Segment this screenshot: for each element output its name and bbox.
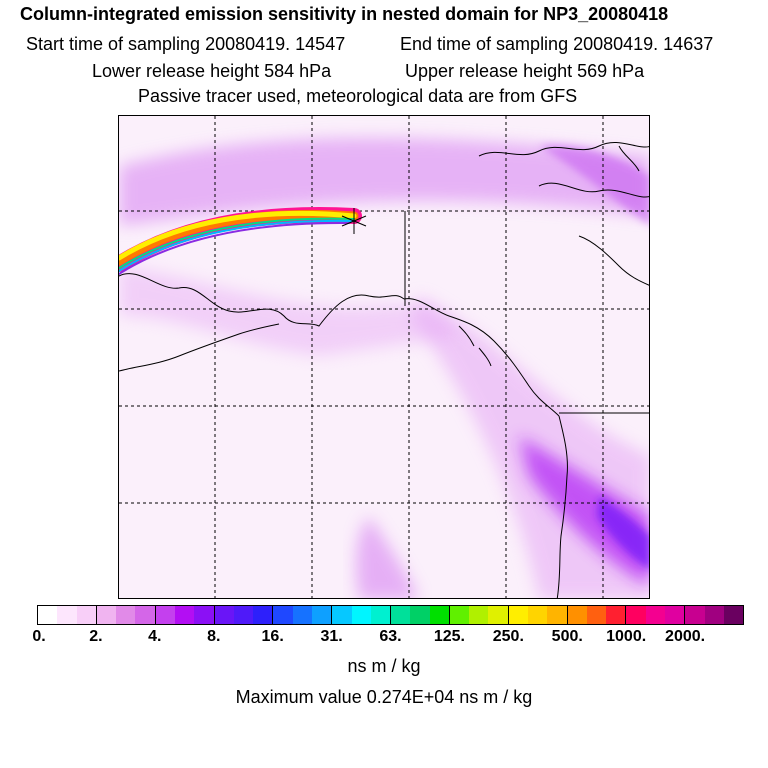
colorbar-segment — [429, 606, 449, 624]
colorbar-segment — [331, 606, 352, 624]
lower-release-label: Lower release height 584 hPa — [92, 61, 332, 81]
colorbar-segment — [213, 606, 234, 624]
tracer-info-label: Passive tracer used, meteorological data… — [138, 86, 578, 106]
colorbar-segment — [76, 606, 96, 624]
colorbar-units: ns m / kg — [347, 656, 421, 676]
lat-lon-grid — [119, 116, 649, 598]
colorbar — [37, 605, 744, 625]
colorbar-segment — [95, 606, 117, 624]
colorbar-tick-label: 1000. — [606, 628, 647, 645]
colorbar-segment — [233, 606, 254, 624]
colorbar-segment — [684, 606, 705, 624]
colorbar-segment — [410, 606, 430, 624]
colorbar-segment — [507, 606, 529, 624]
colorbar-segment — [547, 606, 567, 624]
colorbar-segment — [38, 606, 58, 624]
colorbar-tick-label: 0. — [32, 628, 46, 645]
colorbar-segment — [311, 606, 332, 624]
upper-release-label: Upper release height 569 hPa — [405, 61, 645, 81]
colorbar-segment — [448, 606, 470, 624]
colorbar-tick-label: 31. — [320, 628, 343, 645]
colorbar-segment — [253, 606, 273, 624]
colorbar-tick-label: 16. — [261, 628, 284, 645]
colorbar-segment — [723, 606, 744, 624]
colorbar-segment — [665, 606, 685, 624]
colorbar-segment — [194, 606, 214, 624]
colorbar-segment — [351, 606, 371, 624]
trajectory-band — [119, 207, 362, 275]
colorbar-tick-label: 2. — [89, 628, 103, 645]
colorbar-segment — [488, 606, 508, 624]
release-point-marker — [341, 208, 367, 234]
colorbar-segment — [566, 606, 587, 624]
colorbar-tick-label: 125. — [433, 628, 465, 645]
sensitivity-shading — [119, 137, 649, 598]
colorbar-tick-label: 250. — [492, 628, 524, 645]
colorbar-segment — [586, 606, 607, 624]
coastlines — [119, 141, 649, 598]
colorbar-segment — [390, 606, 411, 624]
colorbar-segment — [174, 606, 195, 624]
colorbar-segment — [292, 606, 312, 624]
map-canvas — [119, 116, 649, 598]
colorbar-segment — [272, 606, 293, 624]
colorbar-tick-label: 500. — [551, 628, 583, 645]
start-time-label: Start time of sampling 20080419. 14547 — [26, 34, 346, 54]
colorbar-segment — [606, 606, 626, 624]
colorbar-segment — [370, 606, 391, 624]
colorbar-segment — [645, 606, 665, 624]
sensitivity-map — [118, 115, 650, 599]
colorbar-tick-label: 8. — [207, 628, 221, 645]
colorbar-segment — [57, 606, 77, 624]
colorbar-segment — [704, 606, 724, 624]
plot-title: Column-integrated emission sensitivity i… — [20, 4, 669, 24]
colorbar-segment — [469, 606, 489, 624]
colorbar-segment — [135, 606, 155, 624]
colorbar-segment — [528, 606, 548, 624]
end-time-label: End time of sampling 20080419. 14637 — [400, 34, 714, 54]
colorbar-tick-label: 4. — [148, 628, 162, 645]
maximum-value-label: Maximum value 0.274E+04 ns m / kg — [235, 687, 533, 707]
colorbar-segment — [625, 606, 646, 624]
colorbar-segment — [116, 606, 136, 624]
colorbar-segment — [154, 606, 175, 624]
colorbar-tick-label: 63. — [379, 628, 402, 645]
colorbar-tick-label: 2000. — [665, 628, 706, 645]
